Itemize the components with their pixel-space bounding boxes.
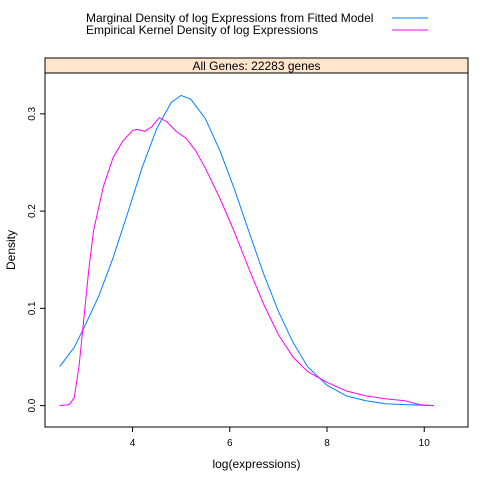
y-tick-label: 0.3 — [27, 106, 38, 120]
x-tick-label: 10 — [419, 438, 431, 449]
x-axis: 4 6 8 10 — [130, 427, 431, 449]
x-axis-title: log(expressions) — [212, 457, 300, 471]
panel-strip: All Genes: 22283 genes — [44, 57, 469, 74]
x-tick-label: 4 — [130, 438, 136, 449]
y-tick-label: 0.2 — [27, 204, 38, 218]
y-axis: 0.0 0.1 0.2 0.3 — [27, 106, 45, 413]
legend-label-0: Marginal Density of log Expressions from… — [86, 11, 373, 25]
y-tick-label: 0.0 — [27, 398, 38, 412]
y-tick-label: 0.1 — [27, 301, 38, 315]
y-axis-title: Density — [4, 230, 18, 270]
x-tick-label: 8 — [324, 438, 330, 449]
legend: Marginal Density of log Expressions from… — [86, 11, 428, 37]
plot-area — [44, 72, 469, 428]
series-layer — [59, 94, 435, 407]
x-tick-label: 6 — [227, 438, 233, 449]
series-line-0 — [59, 94, 435, 407]
series-line-1 — [59, 117, 435, 407]
legend-label-1: Empirical Kernel Density of log Expressi… — [86, 23, 318, 37]
strip-label: All Genes: 22283 genes — [192, 59, 320, 73]
